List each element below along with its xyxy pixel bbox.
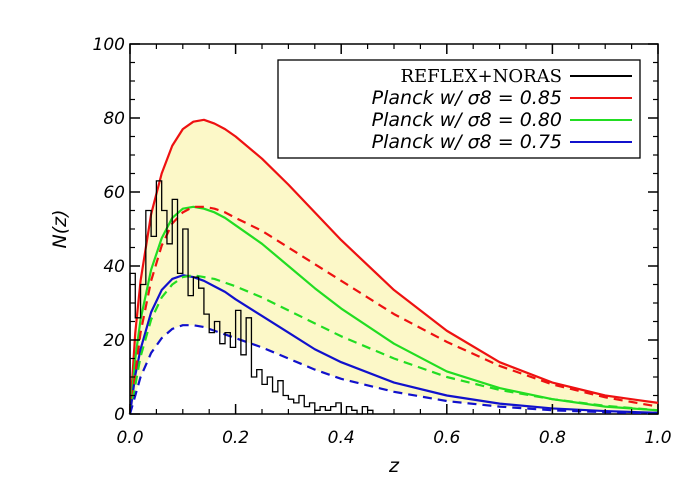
y-axis-label: N(z) (49, 209, 71, 248)
x-tick-label: 0.6 (433, 428, 460, 448)
y-tick-label: 100 (93, 35, 125, 55)
legend-label: Planck w/ σ8 = 0.80 (372, 109, 562, 131)
legend-label: REFLEX+NORAS (400, 66, 562, 87)
legend-label: Planck w/ σ8 = 0.75 (372, 131, 562, 153)
x-axis-label: z (388, 455, 400, 477)
model-curve-sigma8-080-solid (128, 205, 659, 415)
y-tick-label: 0 (114, 405, 125, 425)
histogram-reflex-noras (129, 180, 374, 415)
model-curve-sigma8-080-dashed (128, 274, 659, 415)
series-layer (128, 118, 659, 415)
x-tick-label: 0.4 (328, 428, 355, 448)
model-curve-sigma8-075-solid (128, 274, 659, 415)
x-tick-label: 0.2 (222, 428, 249, 448)
legend-label: Planck w/ σ8 = 0.85 (372, 87, 562, 109)
histogram-layer (129, 180, 374, 415)
x-tick-label: 0.8 (539, 428, 566, 448)
ticks-layer: 0.0 0.2 0.4 0.6 0.8 1.0 0 20 40 60 80 100 (93, 35, 672, 448)
y-tick-label: 80 (103, 109, 125, 129)
x-tick-label: 0.0 (116, 428, 143, 448)
y-tick-label: 40 (103, 257, 125, 277)
x-tick-label: 1.0 (644, 428, 671, 448)
y-tick-label: 60 (103, 183, 125, 203)
shaded-band-layer (130, 119, 658, 414)
shaded-band (130, 119, 658, 414)
y-tick-label: 20 (103, 331, 125, 351)
